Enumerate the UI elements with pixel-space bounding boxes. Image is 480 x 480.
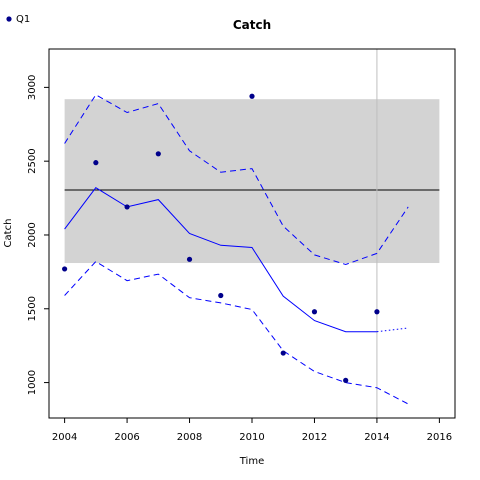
x-tick-label: 2010	[239, 432, 264, 443]
series-line-forecast	[376, 327, 409, 333]
reference-band	[64, 99, 440, 264]
x-axis-label: Time	[239, 456, 264, 467]
x-axis: 2004 2006 2008 2010 2012 2014 2016	[52, 418, 452, 443]
x-tick-label: 2016	[427, 432, 452, 443]
data-point	[311, 309, 318, 315]
data-point	[249, 93, 255, 99]
x-tick-label: 2006	[114, 432, 139, 443]
x-tick-label: 2004	[52, 432, 77, 443]
data-point	[186, 256, 193, 262]
data-point	[62, 266, 68, 272]
legend-label: Q1	[16, 14, 30, 25]
data-point	[280, 350, 286, 356]
y-tick-label: 1000	[27, 370, 38, 395]
points-layer	[62, 93, 380, 383]
chart-title: Catch	[233, 18, 271, 32]
data-point	[343, 377, 349, 383]
series-line-fit	[64, 187, 377, 333]
x-tick-label: 2008	[177, 432, 202, 443]
data-point	[374, 309, 380, 315]
y-axis: 1000 1500 2000 2500 3000	[27, 75, 49, 395]
y-tick-label: 2000	[27, 222, 38, 247]
series-line-lower	[64, 260, 409, 405]
y-axis-label: Catch	[3, 219, 14, 248]
legend: Q1	[6, 14, 30, 25]
data-point	[93, 160, 99, 166]
y-tick-label: 1500	[27, 296, 38, 321]
x-tick-label: 2014	[364, 432, 389, 443]
data-point	[124, 204, 130, 210]
y-tick-label: 3000	[27, 75, 38, 100]
data-point	[155, 151, 161, 157]
series-layer	[64, 94, 409, 405]
legend-marker	[6, 16, 12, 22]
x-tick-label: 2012	[302, 432, 327, 443]
data-point	[218, 292, 224, 299]
y-tick-label: 2500	[27, 148, 38, 173]
